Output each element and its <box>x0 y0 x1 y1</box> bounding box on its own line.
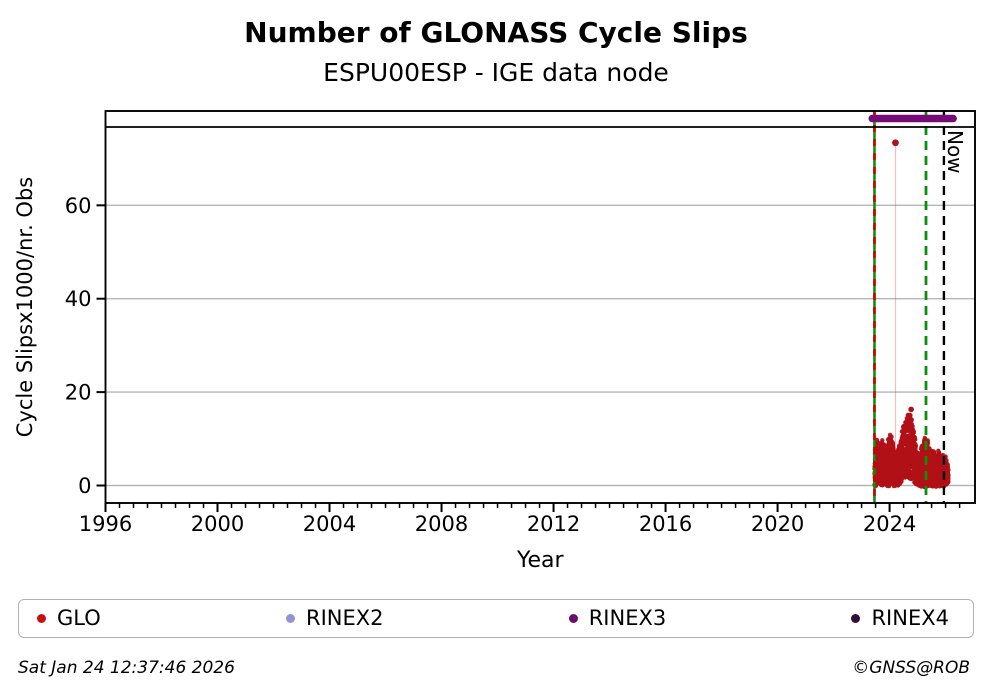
legend-item-rinex2: RINEX2 <box>285 606 384 630</box>
x-tick-label: 2004 <box>303 512 356 536</box>
glo-marker-icon <box>37 614 46 623</box>
plot-area: Now 1996 2000 2004 2008 2012 2016 2020 2024 Year 0… <box>13 110 976 573</box>
outlier-point <box>892 139 899 147</box>
legend-label: RINEX3 <box>588 606 667 630</box>
rinex2-marker-icon <box>285 614 295 623</box>
x-tick-label: 2024 <box>863 512 916 536</box>
x-tick-label: 2000 <box>191 512 244 536</box>
plot-timestamp: Sat Jan 24 12:37:46 2026 <box>18 658 235 678</box>
x-tick-label: 2012 <box>527 512 580 536</box>
legend-label: GLO <box>57 606 101 630</box>
x-tick-label: 2008 <box>415 512 468 536</box>
y-tick-label: 20 <box>65 381 92 405</box>
x-tick-label: 2020 <box>751 512 804 536</box>
y-tick-label: 60 <box>65 194 92 218</box>
chart-title: Number of GLONASS Cycle Slips <box>244 16 748 49</box>
legend-label: RINEX2 <box>305 606 384 630</box>
y-axis-label: Cycle Slipsx1000/nr. Obs <box>13 177 37 437</box>
legend-item-glo: GLO <box>37 608 101 629</box>
now-label: Now <box>943 130 967 174</box>
rinex3-marker-icon <box>568 614 578 623</box>
glo-scatter-series <box>872 139 951 490</box>
x-axis: 1996 2000 2004 2008 2012 2016 2020 2024 Year <box>79 503 961 573</box>
chart-subtitle: ESPU00ESP - IGE data node <box>323 58 669 87</box>
gridlines <box>105 204 975 487</box>
plot-frame <box>104 110 976 504</box>
rinex4-marker-icon <box>851 614 861 623</box>
x-axis-label: Year <box>516 548 565 573</box>
y-axis: 0 20 40 60 Cycle Slipsx1000/nr. Obs <box>13 177 106 498</box>
legend-item-rinex4: RINEX4 <box>851 608 949 629</box>
copyright-credit: ©GNSS@ROB <box>852 658 970 678</box>
x-tick-label: 1996 <box>79 512 132 536</box>
legend-label: RINEX4 <box>871 606 949 630</box>
x-tick-label: 2016 <box>639 512 692 536</box>
legend-item-rinex3: RINEX3 <box>568 606 667 630</box>
y-tick-label: 40 <box>65 287 92 311</box>
legend: GLO RINEX2 RINEX3 RINEX4 <box>18 599 974 638</box>
y-tick-label: 0 <box>78 474 91 498</box>
